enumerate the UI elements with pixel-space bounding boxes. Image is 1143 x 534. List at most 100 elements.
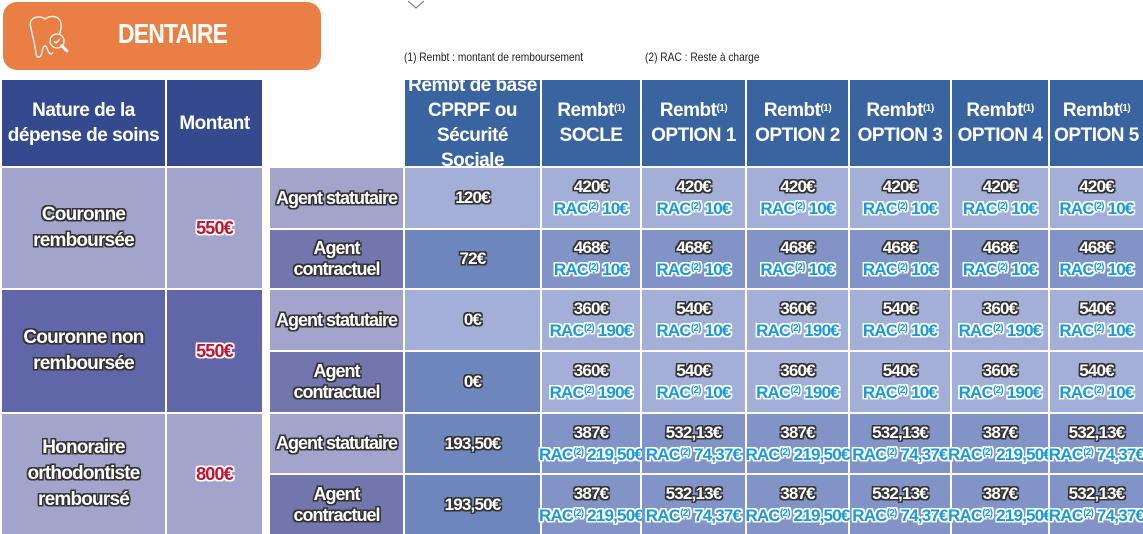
tooth-magnifier-icon	[29, 15, 69, 58]
agent-type-label: Agent contractuel	[293, 238, 380, 279]
rembt-value: 468€	[676, 238, 711, 257]
nature-cell: Couronne non remboursée	[2, 290, 165, 412]
header-option-name: OPTION 4	[957, 125, 1043, 146]
rac-value: 10€	[911, 260, 938, 279]
option-cell: 360€ RAC(2) 190€	[542, 290, 640, 350]
option-cell: 387€ RAC(2) 219,50€	[745, 414, 850, 473]
rembt-value: 420€	[1079, 177, 1114, 196]
rac-label: RAC	[760, 199, 795, 218]
option-cell: 468€ RAC(2) 10€	[1050, 230, 1143, 288]
header-option: Rembt(1) OPTION 5	[1050, 80, 1143, 166]
rac-label: RAC	[745, 505, 780, 525]
rac-line: RAC(2) 10€	[863, 198, 938, 220]
footnote-ref-2: (2)	[997, 262, 1008, 273]
rac-line: RAC(2) 190€	[756, 382, 840, 404]
rac-line: RAC(2) 74,37€	[646, 505, 742, 527]
rembt-value: 532,13€	[1068, 483, 1126, 503]
rac-value: 10€	[1107, 321, 1135, 340]
header-option: Rembt(1) OPTION 2	[747, 80, 848, 166]
rac-line: RAC(2) 190€	[756, 320, 840, 342]
rac-label: RAC	[549, 321, 585, 340]
footnote-ref-2: (2)	[1093, 201, 1105, 212]
base-value: 0€	[463, 372, 482, 391]
montant-value: 550€	[196, 340, 234, 361]
footnote-ref-2: (2)	[790, 323, 802, 334]
rac-value: 219,50€	[587, 444, 644, 464]
footnote-rac: (2) RAC : Reste à charge	[645, 50, 760, 64]
rac-value: 10€	[704, 321, 732, 340]
rac-label: RAC	[852, 444, 887, 464]
footnote-ref-2: (2)	[886, 446, 898, 458]
footnote-ref-2: (2)	[779, 507, 791, 519]
rembt-label: Rembt	[1062, 100, 1120, 121]
header-option: Rembt(1) OPTION 1	[642, 80, 745, 166]
rac-line: RAC(2) 219,50€	[538, 444, 644, 466]
footnote-ref-2: (2)	[897, 385, 908, 396]
option-cell: 532,13€ RAC(2) 74,37€	[642, 475, 745, 534]
footnote-ref-2: (2)	[993, 323, 1004, 334]
rac-line: RAC(2) 219,50€	[538, 505, 644, 527]
base-value: 72€	[459, 249, 487, 268]
nature-line: Honoraire	[42, 437, 125, 458]
rembt-value: 540€	[676, 361, 711, 380]
footnote-ref-2: (2)	[1083, 507, 1094, 519]
rembt-value: 540€	[1079, 299, 1114, 318]
rembt-label: Rembt	[866, 100, 923, 121]
rac-value: 74,37€	[1097, 444, 1143, 464]
rembt-value: 387€	[982, 422, 1018, 442]
agent-type-cell: Agent statutaire	[270, 168, 403, 228]
footnote-ref-2: (2)	[690, 262, 702, 273]
header-rembt: Rembt(1)	[966, 98, 1034, 123]
agent-type-label: Agent contractuel	[293, 483, 380, 525]
montant-cell: 550€	[167, 290, 262, 412]
rac-label: RAC	[1048, 505, 1084, 525]
footnote-ref-1: (1)	[613, 103, 625, 114]
option-cell: 468€ RAC(2) 10€	[850, 230, 950, 288]
nature-line: orthodontiste	[27, 463, 140, 484]
header-nature: Nature de la dépense de soins	[2, 80, 165, 166]
rembt-value: 540€	[1079, 361, 1114, 380]
header-option-name: SOCLE	[559, 125, 623, 146]
header-rembt: Rembt(1)	[763, 98, 832, 123]
header-option-name: OPTION 3	[857, 125, 943, 146]
rac-label: RAC	[538, 505, 574, 525]
header-base-line: Rembt de base	[408, 75, 537, 96]
rac-label: RAC	[745, 444, 780, 464]
option-cell: 468€ RAC(2) 10€	[642, 230, 745, 288]
rac-value: 74,37€	[694, 505, 742, 525]
footnote-ref-2: (2)	[680, 446, 691, 458]
option-cell: 540€ RAC(2) 10€	[850, 352, 950, 412]
rac-value: 10€	[1107, 383, 1135, 402]
montant-value: 550€	[196, 217, 234, 238]
option-cell: 420€ RAC(2) 10€	[850, 168, 950, 228]
footnote-ref-2: (2)	[982, 507, 993, 519]
rac-value: 219,50€	[996, 444, 1053, 464]
rac-line: RAC(2) 10€	[863, 382, 938, 404]
option-cell: 468€ RAC(2) 10€	[952, 230, 1048, 288]
base-reimbursement-cell: 120€	[405, 168, 540, 228]
rac-label: RAC	[958, 321, 994, 340]
option-cell: 532,13€ RAC(2) 74,37€	[850, 414, 950, 473]
rac-value: 219,50€	[793, 505, 851, 525]
footnote-ref-2: (2)	[1093, 262, 1105, 273]
footnote-ref-2: (2)	[690, 385, 702, 396]
header-option: Rembt(1) OPTION 3	[850, 80, 950, 166]
option-cell: 420€ RAC(2) 10€	[952, 168, 1048, 228]
rembt-value: 360€	[573, 299, 609, 318]
option-cell: 360€ RAC(2) 190€	[952, 290, 1048, 350]
footnote-ref-2: (2)	[897, 262, 908, 273]
nature-cell: Couronne remboursée	[2, 168, 165, 288]
rembt-label: Rembt	[763, 100, 821, 121]
rac-label: RAC	[656, 383, 691, 402]
footnote-ref-2: (2)	[982, 446, 993, 458]
option-cell: 540€ RAC(2) 10€	[642, 290, 745, 350]
rac-label: RAC	[538, 444, 574, 464]
footnote-ref-2: (2)	[690, 201, 702, 212]
rac-label: RAC	[1059, 199, 1094, 218]
rac-line: RAC(2) 219,50€	[948, 444, 1053, 466]
footnote-ref-2: (2)	[897, 201, 908, 212]
header-option-name: OPTION 1	[651, 125, 736, 146]
rembt-value: 360€	[780, 361, 815, 380]
rembt-value: 468€	[882, 238, 918, 257]
nature-line: remboursée	[33, 353, 135, 374]
